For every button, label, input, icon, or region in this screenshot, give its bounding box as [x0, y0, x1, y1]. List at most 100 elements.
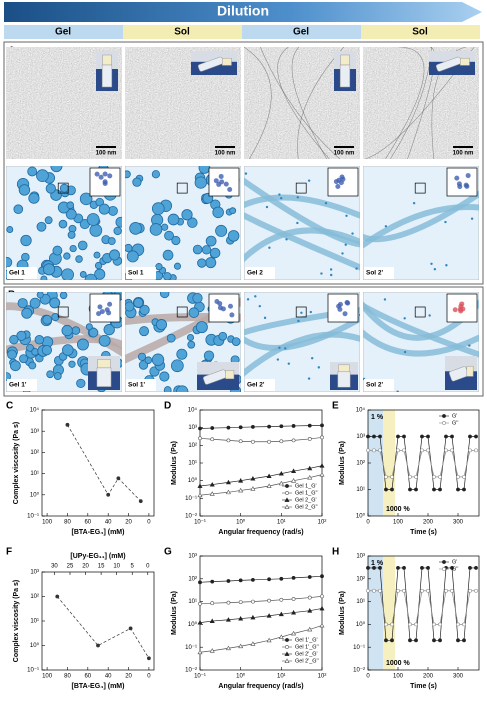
particle: [126, 250, 139, 263]
series-line: [199, 425, 323, 429]
data-point: [278, 611, 284, 617]
legend-marker: [442, 567, 446, 571]
particle: [76, 338, 89, 351]
fiber-trace: [291, 47, 328, 159]
particle: [345, 214, 348, 217]
particle: [137, 352, 147, 361]
data-point: [225, 489, 231, 495]
label-bg: [245, 379, 275, 391]
phase-bar: [4, 25, 123, 39]
legend-marker: [442, 421, 446, 425]
strain-band: [383, 556, 395, 670]
legend-label: Gel 2'_G'': [295, 658, 319, 664]
data-point: [366, 448, 370, 453]
data-point: [384, 622, 388, 627]
particle: [103, 324, 115, 336]
data-point: [414, 638, 418, 643]
legend-label: G': [452, 413, 457, 419]
particle: [300, 311, 303, 314]
data-point: [251, 439, 255, 444]
panel-letter: D: [164, 401, 171, 412]
phase-label: Sol: [412, 27, 428, 38]
particle: [167, 213, 180, 226]
data-point: [426, 588, 430, 593]
data-point: [209, 648, 215, 653]
y-tick-label: 10⁰: [30, 491, 40, 498]
inset-molecule: [465, 173, 471, 179]
zoom-box: [295, 182, 307, 194]
x-tick-label: 0: [366, 674, 370, 680]
particle: [268, 246, 271, 249]
particle: [297, 319, 300, 323]
x-tick-label: 200: [423, 520, 434, 526]
particle: [98, 334, 111, 347]
label-bg: [364, 267, 394, 279]
data-point: [468, 434, 472, 439]
data-point: [320, 423, 324, 428]
y-tick-label: 10¹: [188, 599, 197, 605]
particle: [65, 208, 77, 220]
legend-marker: [285, 484, 289, 488]
particle: [113, 226, 122, 236]
particle: [52, 245, 63, 256]
fiber-trace: [260, 47, 341, 159]
y-tick-label: 10⁻²: [353, 668, 365, 674]
fiber: [244, 227, 360, 263]
schematic-label: Sol 2': [366, 270, 384, 277]
data-point: [251, 599, 255, 604]
band-label: 1000 %: [386, 506, 411, 513]
x-axis-label: Time (s): [410, 529, 437, 536]
schematic-label: Gel 2': [247, 382, 265, 389]
x2-tick-label: 5: [131, 564, 135, 570]
data-point: [279, 576, 284, 581]
particle: [161, 223, 169, 231]
particle: [194, 176, 207, 189]
data-point: [432, 622, 436, 627]
zoom-box: [57, 182, 69, 194]
data-point: [197, 649, 203, 655]
data-point: [267, 424, 271, 429]
panel-letter: E: [332, 401, 339, 412]
data-point: [267, 439, 271, 444]
particle: [29, 297, 41, 309]
particle: [139, 304, 150, 316]
data-point: [307, 437, 312, 441]
dilution-arrow: [4, 2, 482, 22]
data-point: [307, 575, 312, 579]
series-line: [199, 474, 323, 496]
data-point: [408, 638, 412, 643]
data-point: [426, 448, 430, 453]
particle: [115, 216, 122, 228]
data-point: [402, 448, 406, 453]
data-point: [279, 439, 284, 444]
particle: [198, 166, 211, 174]
inset-molecule: [102, 179, 108, 185]
x-tick-label: 100: [42, 520, 53, 526]
legend-label: Gel 2'_G': [295, 651, 318, 657]
schematic-label: Gel 1: [9, 270, 25, 277]
arrow-title: Dilution: [217, 3, 269, 19]
scale-bar: [215, 146, 235, 148]
inset-molecule: [227, 303, 233, 309]
inset-molecule: [94, 171, 100, 177]
particle: [129, 222, 142, 235]
vial-cap: [338, 364, 350, 373]
data-point: [55, 594, 60, 599]
data-point: [197, 483, 203, 488]
data-point: [426, 434, 430, 439]
data-point: [307, 423, 312, 428]
data-point: [147, 656, 151, 661]
data-point: [278, 634, 284, 639]
panel-letter: H: [332, 547, 339, 558]
schematic: Sol 2': [363, 166, 479, 280]
particle: [188, 307, 200, 318]
particle: [279, 196, 283, 200]
data-point: [372, 566, 376, 570]
vial-photo-top: [429, 51, 475, 62]
inset-molecule: [229, 312, 235, 318]
data-point: [96, 643, 100, 648]
data-point: [468, 566, 472, 570]
data-point: [408, 622, 412, 627]
legend-label: Gel 1_G'': [295, 490, 318, 496]
